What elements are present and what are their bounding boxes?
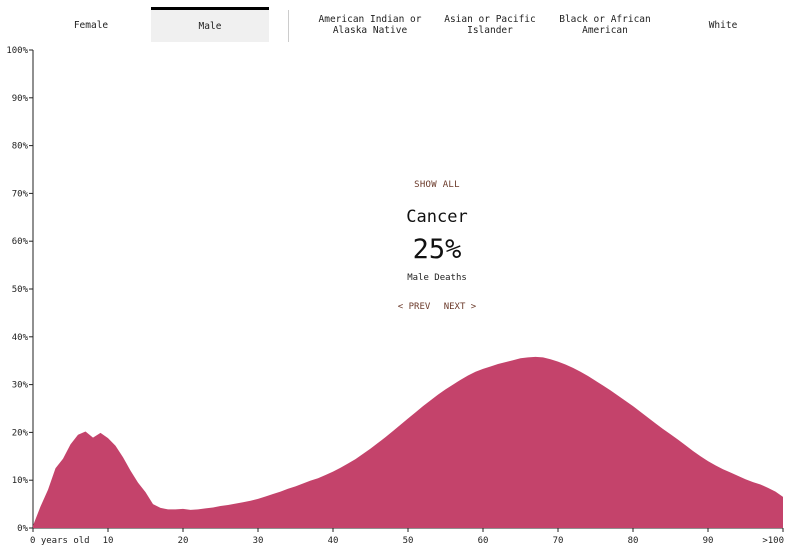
- x-tick-label: >100: [762, 536, 784, 546]
- tab-female[interactable]: Female: [73, 19, 109, 31]
- tab-divider: [288, 10, 289, 42]
- cause-subtitle: Male Deaths: [407, 273, 467, 283]
- y-tick-label: 90%: [12, 94, 29, 104]
- x-tick-label: 50: [403, 536, 414, 546]
- x-tick-label: 60: [478, 536, 489, 546]
- x-tick-label: 90: [703, 536, 714, 546]
- y-tick-label: 0%: [17, 524, 28, 534]
- category-tabs: Female Male American Indian or Alaska Na…: [0, 0, 800, 46]
- y-tick-label: 40%: [12, 333, 29, 343]
- x-tick-label: 80: [628, 536, 639, 546]
- x-axis: 0 years old 10 20 30 40 50 60 70 80 90 >100: [30, 527, 784, 546]
- tab-white[interactable]: White: [708, 19, 738, 31]
- tab-male[interactable]: Male: [151, 7, 269, 42]
- tab-black-or-african-american[interactable]: Black or African American: [559, 14, 651, 36]
- x-tick-label: 0 years old: [30, 536, 90, 546]
- tab-american-indian-or-alaska-native[interactable]: American Indian or Alaska Native: [318, 14, 422, 36]
- y-axis: 0% 10% 20% 30% 40% 50% 60% 70% 80% 90% 100%: [6, 46, 34, 534]
- y-tick-label: 100%: [6, 46, 28, 56]
- x-tick-label: 30: [253, 536, 264, 546]
- prev-link[interactable]: < PREV: [397, 302, 431, 312]
- plot-area: [33, 356, 783, 528]
- y-tick-label: 60%: [12, 237, 29, 247]
- x-tick-label: 20: [178, 536, 189, 546]
- y-tick-label: 20%: [12, 428, 29, 438]
- cause-percent: 25%: [412, 234, 462, 265]
- x-tick-label: 40: [328, 536, 339, 546]
- y-tick-label: 70%: [12, 189, 29, 199]
- series-area: [33, 356, 783, 528]
- y-tick-label: 10%: [12, 476, 29, 486]
- y-tick-label: 80%: [12, 142, 29, 152]
- pager: < PREV NEXT >: [337, 302, 537, 312]
- cause-title: Cancer: [406, 207, 468, 227]
- x-tick-label: 10: [103, 536, 114, 546]
- tab-asian-or-pacific-islander[interactable]: Asian or Pacific Islander: [444, 14, 536, 36]
- x-tick-label: 70: [553, 536, 564, 546]
- show-all-link[interactable]: SHOW ALL: [414, 180, 460, 190]
- next-link[interactable]: NEXT >: [443, 302, 477, 312]
- y-tick-label: 30%: [12, 381, 29, 391]
- y-tick-label: 50%: [12, 285, 29, 295]
